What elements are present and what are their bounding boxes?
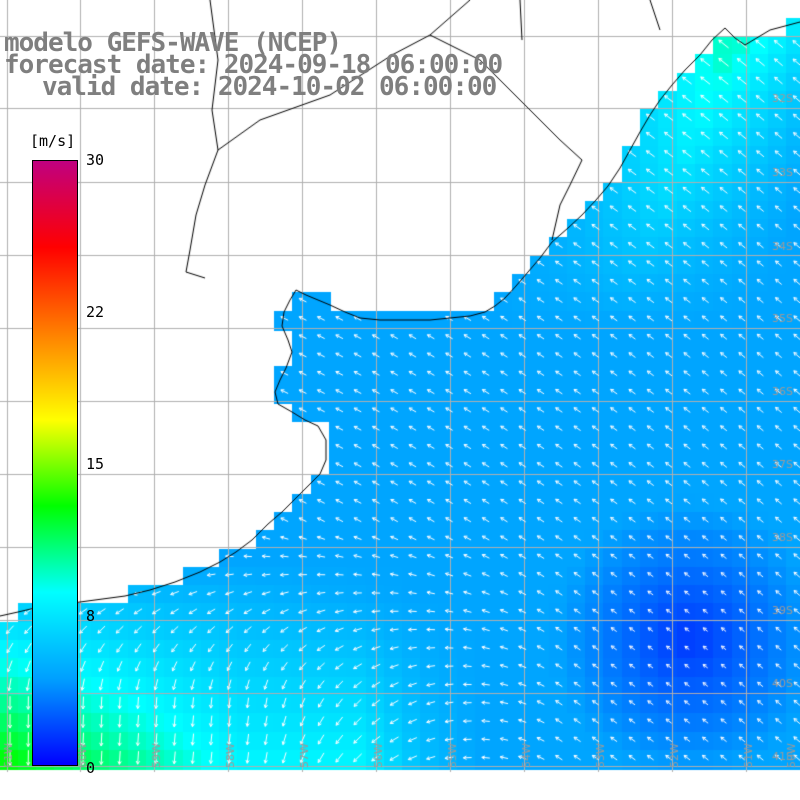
colorbar-tick-22: 22 [86, 303, 105, 321]
title-model: modelo GEFS-WAVE (NCEP) [4, 28, 342, 58]
colorbar-unit: [m/s] [30, 132, 76, 150]
title-valid-date: valid date: 2024-10-02 06:00:00 [42, 72, 497, 102]
colorbar [32, 160, 78, 766]
colorbar-tick-0: 0 [86, 759, 96, 777]
colorbar-tick-15: 15 [86, 455, 105, 473]
colorbar-tick-8: 8 [86, 607, 96, 625]
colorbar-tick-30: 30 [86, 151, 105, 169]
title-forecast-date: forecast date: 2024-09-18 06:00:00 [4, 50, 503, 80]
